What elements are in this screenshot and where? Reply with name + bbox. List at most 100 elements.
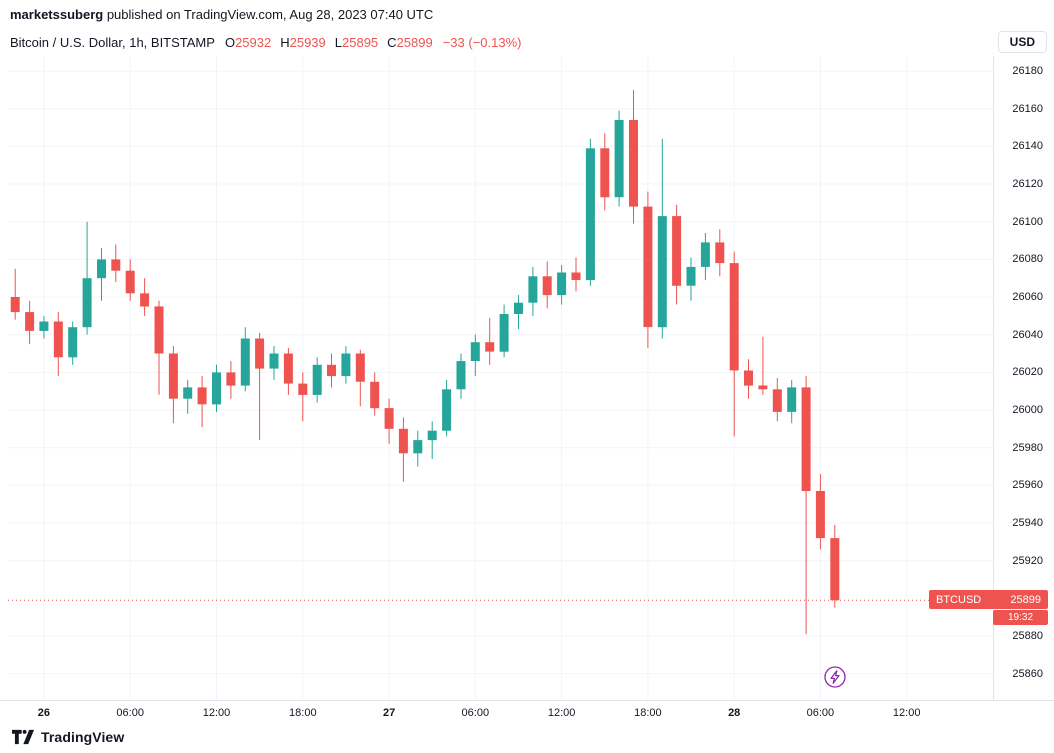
price-tick-label: 26100 [1012, 215, 1043, 228]
price-tick-label: 26060 [1012, 291, 1043, 303]
candle [53, 312, 63, 377]
candle [125, 259, 135, 301]
time-tick-label: 12:00 [547, 707, 576, 719]
candle [355, 349, 365, 407]
price-tick-label: 26140 [1012, 140, 1043, 153]
candle [168, 346, 178, 424]
candle [715, 229, 725, 277]
price-tick-label: 26120 [1012, 178, 1043, 190]
candle [729, 251, 739, 437]
candle [557, 265, 567, 305]
candle [197, 376, 207, 427]
candle [514, 295, 523, 329]
candle [427, 421, 437, 459]
time-tick-label: 28 [728, 707, 741, 719]
price-tick-label: 26080 [1012, 253, 1043, 266]
lightning-icon [824, 666, 846, 688]
price-change: −33 (−0.13%) [442, 35, 522, 50]
candle [97, 248, 106, 301]
candle [82, 221, 92, 335]
attribution-text: published on TradingView.com, Aug 28, 20… [103, 7, 434, 22]
candle [772, 378, 782, 422]
candle [787, 379, 797, 424]
price-tick-label: 26000 [1012, 404, 1043, 416]
candlestick-chart[interactable] [8, 56, 993, 700]
time-scale[interactable]: 26 06:00 12:00 18:00 27 06:00 12:00 18:00 28 06:0… [0, 700, 1054, 727]
candle [226, 361, 236, 399]
candle [111, 244, 121, 282]
candle [312, 357, 322, 403]
price-tick-label: 25980 [1012, 441, 1043, 454]
candle [183, 379, 193, 414]
time-tick-label: 18:00 [289, 707, 317, 719]
candle [398, 417, 408, 482]
candle [370, 372, 380, 416]
candle [485, 317, 495, 365]
price-scale[interactable]: 26180 26160 26140 26120 26100 26080 26060 26040… [993, 56, 1054, 700]
candle [700, 233, 710, 281]
time-tick-label: 06:00 [461, 707, 490, 719]
ohlc-values: O25932 H25939 L25895 C25899 [225, 35, 433, 50]
last-price-badge: BTCUSD 25899 [929, 590, 1048, 609]
candle [686, 257, 696, 301]
candle [629, 89, 638, 224]
price-tick-label: 26180 [1012, 65, 1043, 78]
price-tick-label: 25860 [1012, 667, 1043, 680]
price-tick-label: 25880 [1012, 630, 1043, 642]
candle [614, 110, 624, 207]
candle [643, 191, 653, 348]
candle [470, 334, 480, 377]
price-tick-label: 26160 [1012, 102, 1043, 115]
candle [283, 347, 293, 395]
publish-marker[interactable] [824, 666, 846, 688]
candle [801, 376, 811, 635]
time-tick-label: 18:00 [634, 707, 662, 719]
tradingview-brand-text: TradingView [41, 729, 125, 745]
time-tick-label: 12:00 [202, 707, 231, 719]
tradingview-logo-icon [12, 729, 34, 745]
attribution-author: marketssuberg [10, 7, 104, 22]
candle [327, 353, 336, 388]
candle [10, 268, 20, 320]
candle [341, 346, 351, 384]
chart-legend: Bitcoin / U.S. Dollar, 1h, BITSTAMP O259… [10, 35, 521, 50]
time-tick-label: 26 [37, 707, 51, 719]
candle [571, 257, 581, 292]
candle [830, 524, 840, 608]
candle [585, 138, 595, 286]
candle [154, 300, 164, 395]
candle [744, 359, 753, 399]
ohlc-o: O25932 [224, 35, 272, 50]
candle [657, 138, 667, 339]
attribution-bar: marketssuberg published on TradingView.c… [10, 7, 433, 22]
candle [456, 353, 466, 399]
candle [269, 346, 279, 380]
candle [39, 315, 49, 339]
time-tick-label: 06:00 [116, 707, 144, 719]
price-tick-label: 25920 [1012, 554, 1043, 567]
candle [298, 372, 308, 422]
candle [25, 300, 35, 345]
candle [384, 398, 394, 444]
candle [140, 278, 150, 316]
currency-button[interactable]: USD [997, 31, 1047, 53]
time-tick-label: 27 [382, 707, 396, 719]
ohlc-c: C25899 [387, 35, 433, 50]
time-scale-labels: 26 06:00 12:00 18:00 27 06:00 12:00 18:00 28 06:0… [8, 701, 993, 727]
badge-price: 25899 [1010, 593, 1041, 606]
candle [255, 332, 265, 441]
candle [442, 379, 452, 437]
time-tick-label: 06:00 [806, 707, 835, 719]
countdown-badge: 19:32 [993, 610, 1048, 625]
candle [672, 204, 682, 305]
price-tick-label: 25960 [1012, 479, 1043, 492]
price-tick-label: 26020 [1012, 366, 1043, 379]
candle [68, 321, 78, 365]
price-tick-label: 26040 [1012, 328, 1043, 341]
candle [758, 336, 768, 395]
tradingview-footer[interactable]: TradingView [12, 728, 124, 746]
candle [212, 364, 221, 412]
candle [240, 327, 250, 392]
chart-plot-area[interactable] [8, 56, 993, 700]
